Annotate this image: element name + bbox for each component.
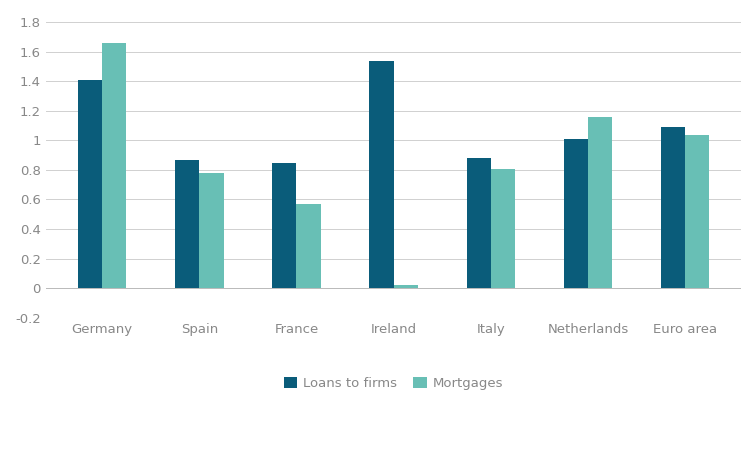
Bar: [175, 160, 200, 288]
Bar: [272, 162, 296, 288]
Bar: [491, 168, 515, 288]
Bar: [78, 80, 102, 288]
Bar: [661, 127, 685, 288]
Bar: [466, 158, 491, 288]
Bar: [102, 43, 126, 288]
Bar: [588, 117, 612, 288]
Bar: [685, 135, 709, 288]
Bar: [200, 173, 224, 288]
Bar: [296, 204, 321, 288]
Bar: [370, 61, 394, 288]
Bar: [564, 139, 588, 288]
Bar: [394, 285, 418, 288]
Legend: Loans to firms, Mortgages: Loans to firms, Mortgages: [278, 372, 509, 396]
